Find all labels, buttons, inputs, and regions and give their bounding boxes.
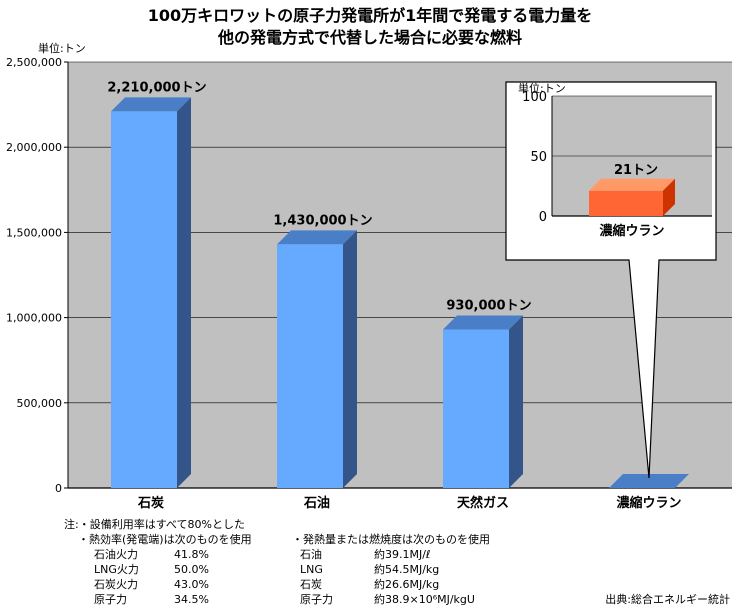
- bar-side: [343, 230, 357, 488]
- chart-title-line-1: 100万キロワットの原子力発電所が1年間で発電する電力量を: [147, 6, 593, 25]
- y-tick-label: 2,500,000: [6, 56, 62, 69]
- bar-side: [509, 315, 523, 488]
- inset-bar-top: [589, 178, 675, 191]
- heat-name: LNG: [300, 563, 323, 576]
- y-tick-label: 2,000,000: [6, 141, 62, 154]
- data-label: 2,210,000トン: [107, 80, 206, 95]
- efficiency-title: ・熱効率(発電端)は次のものを使用: [78, 533, 252, 546]
- heat-value: 約26.6MJ/kg: [374, 578, 440, 591]
- data-label: 930,000トン: [446, 299, 531, 314]
- bar-top: [111, 97, 191, 112]
- bar-top: [609, 473, 689, 488]
- heat-value: 約39.1MJ/ℓ: [374, 548, 431, 561]
- bar: [277, 244, 343, 488]
- inset-data-label: 21トン: [614, 163, 658, 178]
- inset-bar-side: [663, 178, 675, 216]
- y-tick-label: 1,000,000: [6, 312, 62, 325]
- bar: [111, 111, 177, 488]
- heat-name: 原子力: [300, 593, 333, 606]
- note-head: 注:・設備利用率はすべて80%とした: [64, 518, 245, 531]
- efficiency-value: 41.8%: [174, 548, 209, 561]
- x-tick-label: 濃縮ウラン: [616, 495, 681, 511]
- y-tick-label: 1,500,000: [6, 226, 62, 239]
- inset-y-tick-label: 100: [522, 90, 547, 105]
- data-label: 1,430,000トン: [273, 213, 372, 228]
- y-tick-label: 500,000: [17, 397, 63, 410]
- efficiency-value: 50.0%: [174, 563, 209, 576]
- x-tick-label: 石油: [303, 495, 330, 511]
- heat-name: 石炭: [300, 578, 322, 591]
- bar-side: [675, 473, 689, 488]
- heat-title: ・発熱量または燃焼度は次のものを使用: [292, 533, 490, 546]
- efficiency-name: LNG火力: [94, 563, 139, 576]
- inset-x-tick-label: 濃縮ウラン: [599, 223, 664, 239]
- chart-title-line-2: 他の発電方式で代替した場合に必要な燃料: [217, 28, 522, 47]
- x-tick-label: 天然ガス: [457, 495, 509, 511]
- inset-y-tick-label: 50: [530, 150, 547, 165]
- efficiency-value: 43.0%: [174, 578, 209, 591]
- inset-bar: [589, 190, 663, 216]
- source-credit: 出典:総合エネルギー統計: [605, 593, 730, 606]
- y-axis-unit-label: 単位:トン: [38, 42, 86, 55]
- efficiency-value: 34.5%: [174, 593, 209, 606]
- y-tick-label: 0: [55, 482, 62, 495]
- bar-side: [177, 97, 191, 488]
- inset-y-tick-label: 0: [539, 210, 547, 225]
- x-tick-label: 石炭: [137, 495, 164, 511]
- bar: [443, 329, 509, 488]
- heat-value: 約54.5MJ/kg: [374, 563, 440, 576]
- heat-name: 石油: [300, 548, 322, 561]
- efficiency-name: 原子力: [94, 593, 127, 606]
- inset-unit-label: 単位:トン: [518, 81, 566, 95]
- heat-value: 約38.9×10⁶MJ/kgU: [374, 593, 475, 606]
- bar-top: [443, 315, 523, 330]
- efficiency-name: 石油火力: [94, 548, 138, 561]
- efficiency-name: 石炭火力: [94, 578, 138, 591]
- bar-top: [277, 230, 357, 245]
